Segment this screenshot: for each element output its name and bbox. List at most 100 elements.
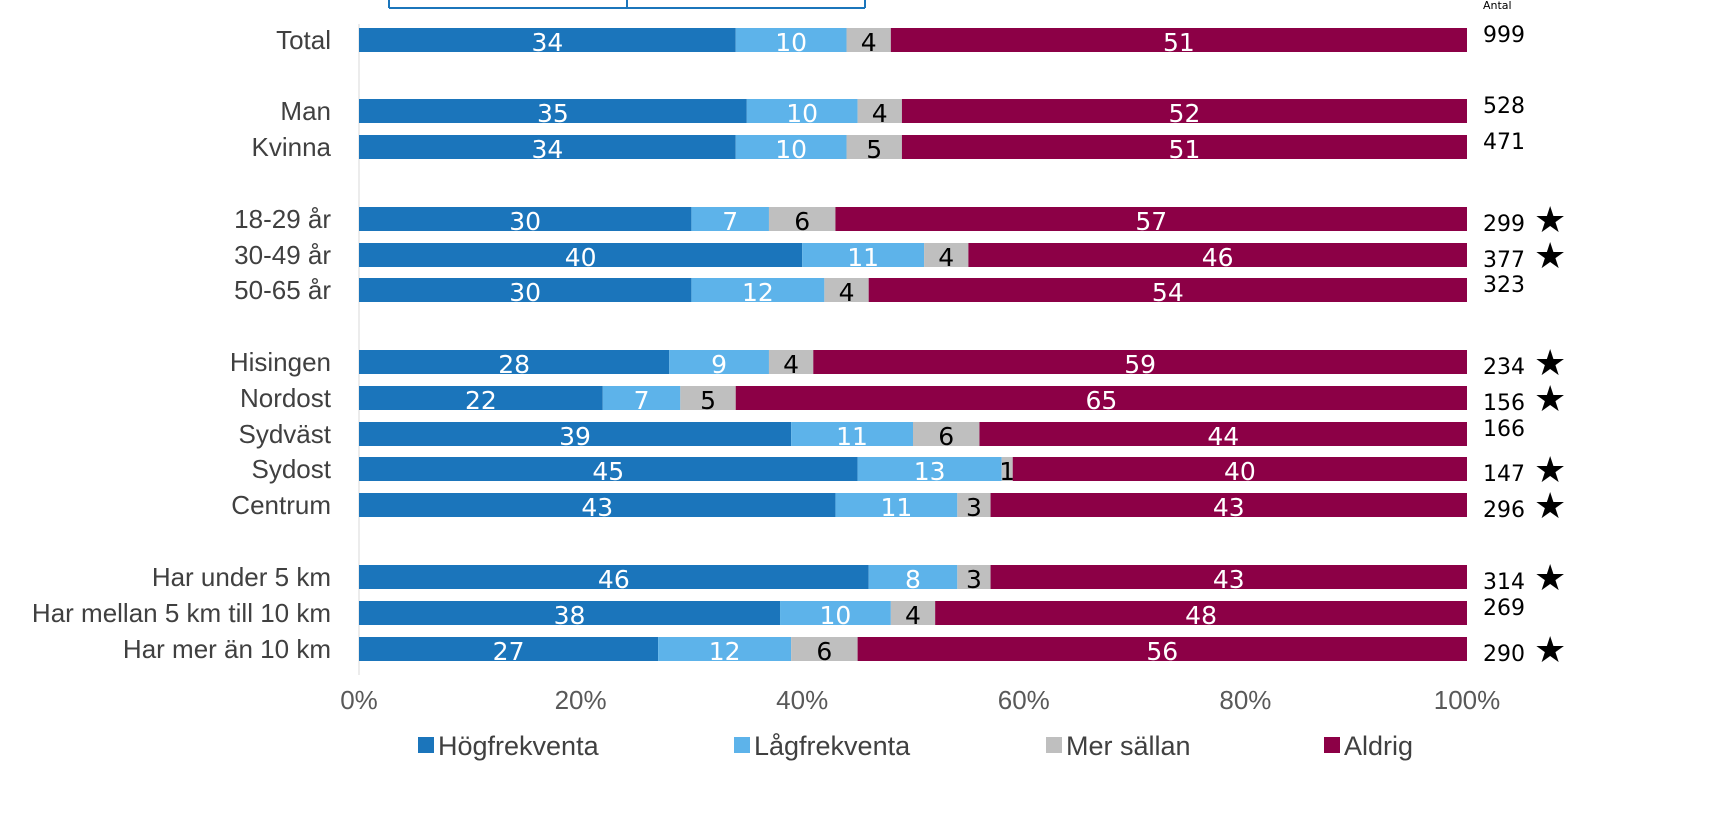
bar-segment <box>901 135 1467 159</box>
n-label: 147 <box>1483 462 1525 487</box>
bar-segment <box>768 207 836 231</box>
legend-swatch <box>418 737 434 753</box>
n-header: Antal <box>1483 0 1512 12</box>
bar-segment <box>846 28 891 52</box>
data-label: 38 <box>554 601 586 630</box>
n-label: 471 <box>1483 130 1525 155</box>
data-label: 43 <box>581 493 613 522</box>
bar-segment <box>802 243 925 267</box>
n-label: 234 <box>1483 355 1525 380</box>
x-tick-label: 80% <box>1219 685 1271 715</box>
bar-segment <box>359 565 869 589</box>
n-label: 269 <box>1483 596 1525 621</box>
bar-segment <box>791 637 858 661</box>
data-label: 27 <box>493 637 525 666</box>
data-label: 12 <box>709 637 741 666</box>
significance-star-icon: ★ <box>1534 236 1566 277</box>
bar-segment <box>990 493 1467 517</box>
bar-segment <box>691 278 825 302</box>
data-label: 1 <box>999 457 1015 486</box>
bar-segment <box>735 28 847 52</box>
data-label: 6 <box>816 637 832 666</box>
n-label: 299 <box>1483 212 1525 237</box>
x-axis-ticks: 0% 20% 40% 60% 80% 100% <box>340 685 1500 715</box>
bar-segment <box>835 207 1467 231</box>
bar-segment <box>359 493 836 517</box>
x-tick-label: 100% <box>1434 685 1501 715</box>
category-label: Har under 5 km <box>152 562 331 592</box>
bar-segment <box>857 99 902 123</box>
category-label: Centrum <box>231 490 331 520</box>
n-label: 156 <box>1483 391 1525 416</box>
legend: Högfrekventa Lågfrekventa Mer sällan Aldrig <box>418 731 1413 761</box>
bar-segment <box>957 493 991 517</box>
bar-segment <box>913 422 980 446</box>
bar-segment <box>935 601 1467 625</box>
data-label: 30 <box>509 207 541 236</box>
bar-segment <box>669 350 769 374</box>
data-label: 7 <box>634 386 650 415</box>
category-label: Hisingen <box>230 347 331 377</box>
bar-segment <box>602 386 681 410</box>
bar-segment <box>359 386 603 410</box>
bar-segment <box>658 637 792 661</box>
data-label: 10 <box>775 135 807 164</box>
data-label: 5 <box>700 386 716 415</box>
bar-segment <box>691 207 769 231</box>
n-label: 377 <box>1483 248 1525 273</box>
bar-segment <box>1001 457 1013 481</box>
data-label: 40 <box>565 243 597 272</box>
data-label: 48 <box>1185 601 1217 630</box>
significance-star-icon: ★ <box>1534 379 1566 420</box>
data-label: 10 <box>775 28 807 57</box>
category-label: 18-29 år <box>234 204 331 234</box>
bar-segment <box>924 243 969 267</box>
n-label: 528 <box>1483 94 1525 119</box>
n-label: 166 <box>1483 417 1525 442</box>
bar-segment <box>901 99 1467 123</box>
category-label: Sydväst <box>239 419 332 449</box>
bar-segment <box>957 565 991 589</box>
x-tick-label: 60% <box>998 685 1050 715</box>
data-label: 54 <box>1152 278 1184 307</box>
data-label: 51 <box>1169 135 1201 164</box>
data-label: 4 <box>783 350 799 379</box>
data-label: 51 <box>1163 28 1195 57</box>
data-label: 8 <box>905 565 921 594</box>
n-label: 314 <box>1483 570 1525 595</box>
data-label: 45 <box>592 457 624 486</box>
significance-star-icon: ★ <box>1534 200 1566 241</box>
category-label: Total <box>276 25 331 55</box>
category-label: Kvinna <box>252 132 332 162</box>
data-label: 4 <box>872 99 888 128</box>
data-label: 34 <box>531 135 563 164</box>
category-label: 50-65 år <box>234 275 331 305</box>
bar-segment <box>979 422 1467 446</box>
data-label: 40 <box>1224 457 1256 486</box>
n-label: 323 <box>1483 273 1525 298</box>
legend-label: Lågfrekventa <box>754 731 911 761</box>
bar-segment <box>735 386 1467 410</box>
legend-label: Högfrekventa <box>438 731 600 761</box>
n-label: 999 <box>1483 23 1525 48</box>
bar-segment <box>846 135 902 159</box>
data-label: 12 <box>742 278 774 307</box>
category-label: Sydost <box>252 454 332 484</box>
data-label: 44 <box>1207 422 1239 451</box>
data-label: 46 <box>598 565 630 594</box>
bar-segment <box>768 350 814 374</box>
data-label: 35 <box>537 99 569 128</box>
data-label: 5 <box>866 135 882 164</box>
top-bracket <box>388 0 866 9</box>
data-label: 46 <box>1202 243 1234 272</box>
bar-segment <box>890 28 1467 52</box>
category-label: 30-49 år <box>234 240 331 270</box>
bar-segment <box>813 350 1467 374</box>
bar-segment <box>359 135 736 159</box>
significance-star-icon: ★ <box>1534 558 1566 599</box>
category-label: Nordost <box>240 383 332 413</box>
significance-star-icon: ★ <box>1534 630 1566 671</box>
data-label: 52 <box>1169 99 1201 128</box>
